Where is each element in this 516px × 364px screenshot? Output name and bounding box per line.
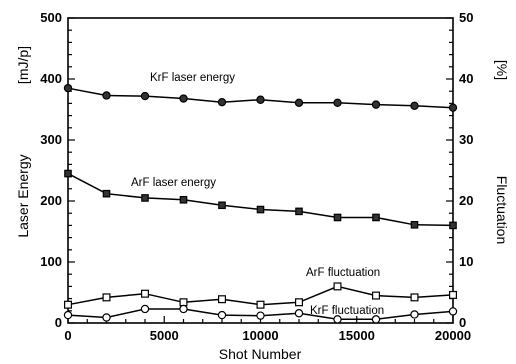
data-point-arf-fluctuation xyxy=(179,298,188,307)
data-point-arf-fluctuation xyxy=(218,295,227,304)
data-point-arf-laser-energy xyxy=(410,220,419,229)
data-point-krf-fluctuation xyxy=(333,315,342,324)
data-point-krf-laser-energy xyxy=(256,95,265,104)
data-point-krf-fluctuation xyxy=(63,310,73,320)
data-point-arf-fluctuation xyxy=(102,293,111,302)
data-point-krf-fluctuation xyxy=(217,310,227,320)
series-layer xyxy=(63,83,458,324)
y-left-tick-label-5: 500 xyxy=(40,10,62,25)
x-tick-label-4: 20000 xyxy=(435,328,471,343)
axis-ticks xyxy=(67,17,454,324)
data-point-arf-laser-energy xyxy=(295,207,303,216)
data-point-krf-fluctuation xyxy=(256,311,265,320)
data-point-krf-fluctuation xyxy=(371,315,381,324)
data-point-krf-fluctuation xyxy=(448,307,458,316)
y-right-tick-label-1: 10 xyxy=(459,254,473,269)
y-right-tick-label-2: 20 xyxy=(459,193,473,208)
data-point-krf-fluctuation xyxy=(140,304,150,314)
data-point-krf-laser-energy xyxy=(333,98,342,107)
y-left-tick-label-2: 200 xyxy=(40,193,62,208)
x-tick-label-0: 0 xyxy=(64,328,71,343)
y-left-axis-unit: [mJ/p] xyxy=(15,46,31,84)
data-point-arf-fluctuation xyxy=(333,282,342,291)
data-point-krf-laser-energy xyxy=(410,101,419,111)
y-right-tick-label-0: 0 xyxy=(459,315,466,330)
data-point-arf-laser-energy xyxy=(179,195,188,204)
data-point-krf-fluctuation xyxy=(294,309,304,318)
x-tick-label-3: 15000 xyxy=(339,328,375,343)
series-line-arf-laser-energy xyxy=(67,172,454,227)
data-point-arf-laser-energy xyxy=(218,201,226,210)
data-point-krf-laser-energy xyxy=(102,91,111,100)
data-point-krf-laser-energy xyxy=(63,83,73,93)
data-point-arf-fluctuation xyxy=(256,300,265,309)
y-left-tick-label-1: 100 xyxy=(40,254,62,269)
data-point-arf-laser-energy xyxy=(449,221,457,230)
y-left-tick-label-3: 300 xyxy=(40,132,62,147)
data-point-krf-laser-energy xyxy=(217,97,227,107)
data-point-arf-fluctuation xyxy=(372,291,381,300)
data-point-arf-fluctuation xyxy=(63,300,72,309)
data-point-arf-fluctuation xyxy=(449,290,458,299)
y-right-tick-label-3: 30 xyxy=(459,132,473,147)
data-point-arf-laser-energy xyxy=(64,169,72,178)
data-point-krf-fluctuation xyxy=(410,310,419,319)
data-point-arf-fluctuation xyxy=(141,289,150,298)
data-point-krf-laser-energy xyxy=(140,91,150,101)
x-axis-title: Shot Number xyxy=(219,346,302,362)
y-right-axis-unit: [%] xyxy=(494,60,510,80)
data-point-krf-laser-energy xyxy=(294,98,304,107)
y-left-tick-label-4: 400 xyxy=(40,71,62,86)
annotation-krf-energy: KrF laser energy xyxy=(150,72,235,84)
data-point-arf-laser-energy xyxy=(102,189,111,198)
data-point-krf-laser-energy xyxy=(448,103,458,112)
data-point-krf-fluctuation xyxy=(102,313,111,322)
y-right-axis-title: Fluctuation xyxy=(494,176,510,244)
data-point-krf-laser-energy xyxy=(179,94,188,103)
data-point-arf-laser-energy xyxy=(141,194,149,202)
data-point-arf-laser-energy xyxy=(372,213,380,222)
data-point-krf-laser-energy xyxy=(371,100,381,109)
data-point-arf-fluctuation xyxy=(295,298,304,307)
data-point-krf-fluctuation xyxy=(179,304,188,314)
y-left-tick-label-0: 0 xyxy=(55,315,62,330)
data-point-arf-laser-energy xyxy=(333,213,342,222)
annotation-arf-fluctuation: ArF fluctuation xyxy=(306,267,380,279)
y-right-tick-label-5: 50 xyxy=(459,10,473,25)
annotation-krf-fluctuation: KrF fluctuation xyxy=(310,305,384,317)
y-right-tick-label-4: 40 xyxy=(459,71,473,86)
plot-frame xyxy=(67,17,454,324)
x-tick-label-1: 5000 xyxy=(150,328,179,343)
data-point-arf-fluctuation xyxy=(410,293,419,302)
y-left-axis-title: Laser Energy xyxy=(15,154,31,237)
annotation-arf-energy: ArF laser energy xyxy=(131,177,216,189)
x-tick-label-2: 10000 xyxy=(242,328,278,343)
data-point-arf-laser-energy xyxy=(256,205,265,214)
